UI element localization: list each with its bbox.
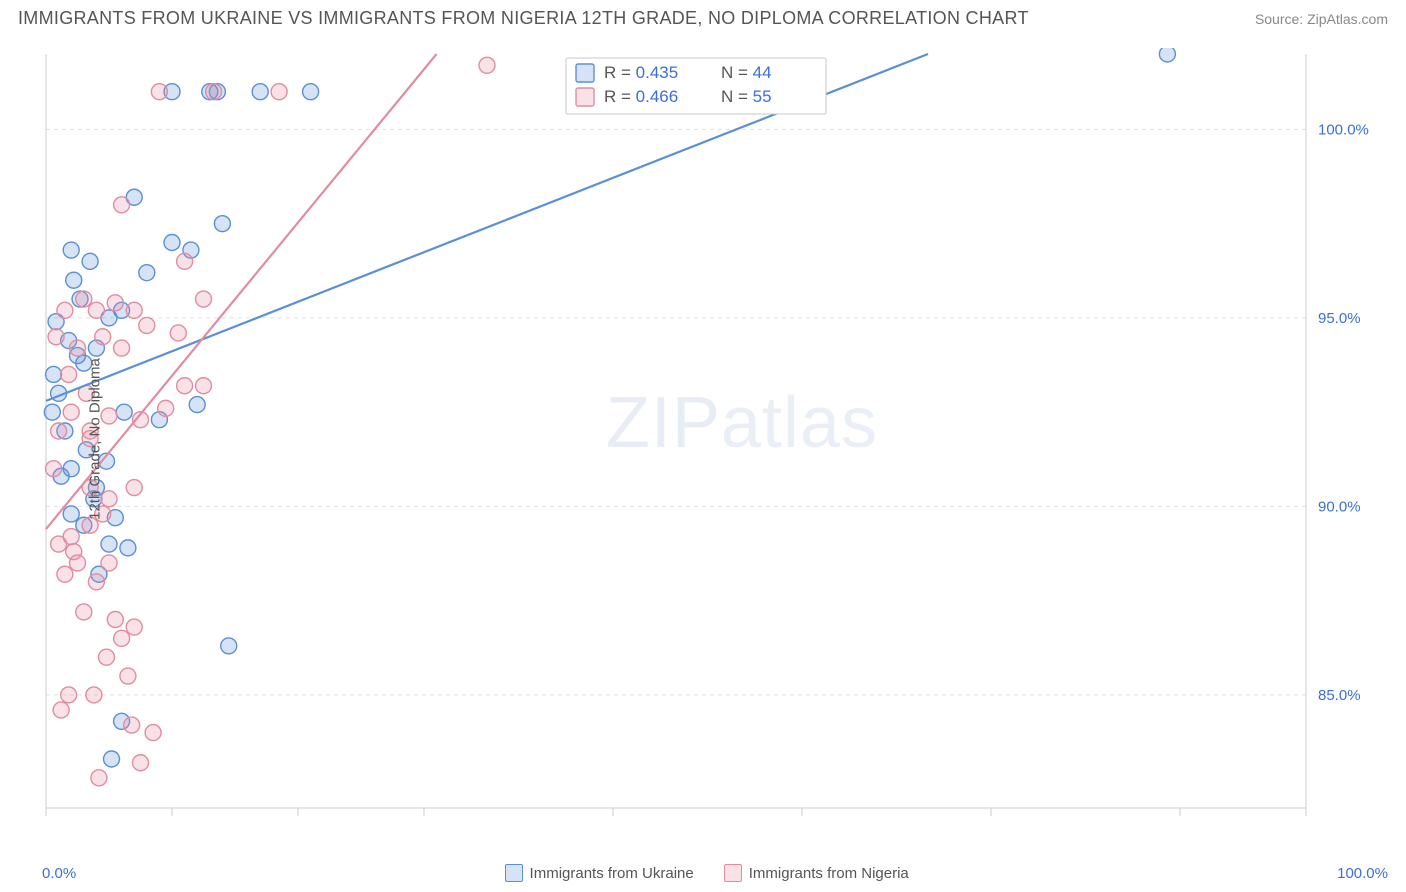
x-axis-bar: 0.0% Immigrants from Ukraine Immigrants …	[42, 864, 1388, 882]
legend-item-ukraine: Immigrants from Ukraine	[505, 864, 694, 882]
x-axis-min-label: 0.0%	[42, 865, 76, 882]
svg-text:90.0%: 90.0%	[1318, 498, 1361, 515]
legend-item-nigeria: Immigrants from Nigeria	[724, 864, 909, 882]
legend-swatch-icon	[505, 864, 523, 882]
svg-text:100.0%: 100.0%	[1318, 121, 1369, 138]
svg-text:85.0%: 85.0%	[1318, 687, 1361, 704]
chart-title: IMMIGRANTS FROM UKRAINE VS IMMIGRANTS FR…	[18, 8, 1029, 29]
svg-text:R = 0.435: R = 0.435	[604, 63, 678, 82]
svg-text:95.0%: 95.0%	[1318, 310, 1361, 327]
svg-text:N = 44: N = 44	[721, 63, 772, 82]
y-axis-label: 12th Grade, No Diploma	[86, 358, 103, 520]
legend: Immigrants from Ukraine Immigrants from …	[505, 864, 909, 882]
legend-label: Immigrants from Ukraine	[530, 865, 694, 882]
legend-label: Immigrants from Nigeria	[749, 865, 909, 882]
chart-area: 12th Grade, No Diploma 85.0% 90.0% 95.0% 10…	[42, 48, 1388, 830]
x-axis-max-label: 100.0%	[1337, 865, 1388, 882]
svg-text:R = 0.466: R = 0.466	[604, 87, 678, 106]
source-label: Source: ZipAtlas.com	[1255, 11, 1388, 27]
legend-swatch-icon	[724, 864, 742, 882]
svg-text:N = 55: N = 55	[721, 87, 772, 106]
scatter-plot: 85.0% 90.0% 95.0% 100.0% R = 0.435 N = 44 R = …	[42, 48, 1388, 830]
